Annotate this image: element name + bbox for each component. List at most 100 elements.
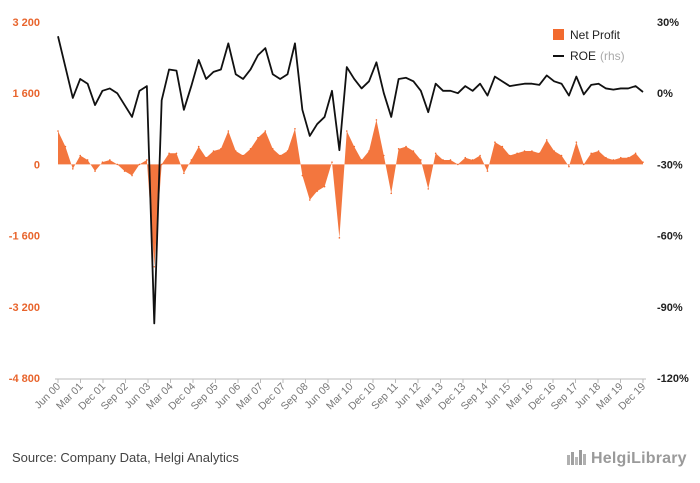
net-profit-point (72, 168, 74, 170)
net-profit-point (368, 150, 370, 152)
net-profit-point (397, 148, 400, 150)
net-profit-point (360, 159, 363, 161)
net-profit-point (301, 174, 304, 177)
net-profit-point (116, 163, 119, 166)
net-profit-point (109, 159, 111, 161)
net-profit-point (523, 150, 526, 152)
net-profit-point (168, 152, 170, 155)
net-profit-point (338, 237, 341, 239)
legend-label-roe: ROE (rhs) (570, 49, 625, 63)
net-profit-point (471, 159, 474, 161)
net-profit-point (531, 150, 533, 152)
source-note: Source: Company Data, Helgi Analytics (12, 450, 239, 465)
net-profit-point (190, 159, 193, 161)
net-profit-point (605, 156, 607, 159)
net-profit-point (642, 161, 644, 163)
net-profit-point (383, 154, 385, 157)
net-profit-point (568, 165, 570, 168)
net-profit-point (220, 148, 222, 150)
net-profit-point (212, 150, 215, 152)
net-profit-point (346, 130, 348, 132)
net-profit-point (131, 174, 133, 177)
y-tick-label: -3 200 (9, 302, 40, 314)
net-profit-point (94, 170, 96, 172)
net-profit-point (545, 139, 548, 141)
net-profit-point (442, 159, 444, 161)
net-profit-point (323, 185, 326, 188)
net-profit-point (538, 152, 541, 155)
net-profit-point (612, 159, 615, 161)
net-profit-point (508, 154, 511, 157)
net-profit-point (227, 130, 230, 132)
net-profit-point (183, 172, 185, 175)
chart: 3 200 1 600 0 -1 600 -3 200 -4 800 30% 0% -30% -… (9, 17, 689, 413)
net-profit-point (427, 188, 430, 190)
net-profit-point (457, 163, 459, 166)
net-profit-point (257, 136, 259, 139)
helgi-library-logo: HelgiLibrary (566, 449, 687, 468)
net-profit-point (553, 150, 555, 152)
y-tick-label: 3 200 (12, 17, 40, 29)
net-profit-point (101, 161, 104, 163)
net-profit-point (205, 156, 207, 159)
net-profit-point (153, 265, 156, 268)
net-profit-point (353, 145, 356, 148)
net-profit-point (464, 156, 467, 159)
net-profit-point (479, 154, 481, 157)
roe-line (57, 36, 644, 325)
y2-tick-label: -60% (657, 231, 683, 243)
y-tick-label: -1 600 (9, 231, 40, 243)
net-profit-point (375, 119, 378, 121)
net-profit-point (79, 154, 82, 157)
net-profit-point (590, 152, 592, 155)
y-tick-label: 0 (34, 159, 40, 171)
net-profit-point (597, 150, 600, 152)
legend-swatch-net-profit (553, 29, 564, 40)
net-profit-point (434, 152, 437, 155)
net-profit-point (405, 145, 407, 148)
y2-tick-label: -120% (657, 373, 689, 385)
net-profit-point (575, 141, 578, 143)
net-profit-point (146, 159, 148, 161)
net-profit-point (412, 150, 415, 152)
net-profit-point (331, 161, 333, 163)
y2-tick-label: -30% (657, 159, 683, 171)
net-profit-point (516, 152, 518, 155)
net-profit-area (58, 119, 643, 267)
y-tick-label: 1 600 (12, 88, 40, 100)
logo-text: HelgiLibrary (591, 450, 687, 467)
net-profit-point (294, 128, 296, 130)
legend-label-roe-note: (rhs) (600, 49, 625, 63)
net-profit-point (234, 150, 237, 152)
net-profit-point (286, 150, 289, 152)
net-profit-point (57, 130, 59, 132)
net-profit-point (249, 148, 252, 150)
net-profit-point (619, 156, 622, 159)
net-profit-point (271, 148, 274, 150)
net-profit-point (86, 159, 89, 161)
net-profit-point (138, 163, 141, 166)
legend-label-net-profit: Net Profit (570, 28, 621, 42)
library-icon (567, 450, 586, 465)
net-profit-point (242, 154, 244, 157)
net-profit-point (160, 163, 163, 166)
y-axis-left: 3 200 1 600 0 -1 600 -3 200 -4 800 (9, 17, 40, 385)
net-profit-point (64, 145, 67, 148)
legend-label-roe-name: ROE (570, 49, 596, 63)
net-profit-point (308, 199, 311, 201)
net-profit-point (582, 163, 585, 166)
net-profit-point (449, 159, 452, 161)
net-profit-point (175, 152, 178, 155)
net-profit-point (560, 154, 563, 157)
legend: Net Profit ROE (rhs) (553, 28, 625, 63)
y2-tick-label: 0% (657, 88, 673, 100)
net-profit-point (486, 170, 489, 172)
net-profit-point (390, 192, 393, 195)
y-axis-right: 30% 0% -30% -60% -90% -120% (657, 17, 689, 385)
net-profit-point (494, 141, 496, 143)
y2-tick-label: -90% (657, 302, 683, 314)
net-profit-point (316, 190, 318, 192)
net-profit-point (123, 170, 126, 172)
net-profit-point (627, 156, 629, 159)
